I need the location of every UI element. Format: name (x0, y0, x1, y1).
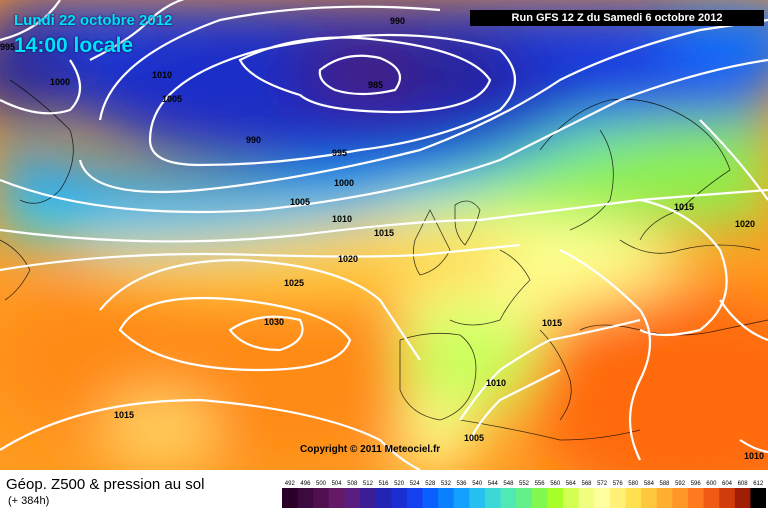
legend-swatch (422, 488, 439, 508)
legend-swatch (687, 488, 704, 508)
legend-swatch (406, 488, 423, 508)
legend-swatch (531, 488, 548, 508)
legend-swatch (297, 488, 314, 508)
legend-label: 512 (363, 481, 374, 487)
legend-swatch (438, 488, 455, 508)
copyright: Copyright © 2011 Meteociel.fr (300, 444, 441, 455)
legend-swatch (375, 488, 392, 508)
isobar-label: 1010 (486, 378, 506, 388)
color-scale-legend: 492 496 500 504 508 512 516 520 524 528 532 536 540 5… (282, 481, 766, 508)
legend-label: 504 (332, 481, 343, 487)
isobar-label: 1010 (152, 70, 172, 80)
isobar-label: 1015 (674, 202, 694, 212)
legend-label: 608 (738, 481, 749, 487)
legend-label: 528 (425, 481, 436, 487)
isobar-label: 1030 (264, 317, 284, 327)
legend-swatch (734, 488, 751, 508)
legend-swatch (360, 488, 377, 508)
legend-swatch (391, 488, 408, 508)
legend-swatch (453, 488, 470, 508)
legend-swatch (469, 488, 486, 508)
legend-swatch (282, 488, 299, 508)
legend-label: 612 (753, 481, 764, 487)
isobar-label: 995 (332, 148, 347, 158)
legend-swatch (672, 488, 689, 508)
legend-swatch (328, 488, 345, 508)
legend-label: 536 (456, 481, 467, 487)
legend-label: 568 (581, 481, 592, 487)
isobar-label: 1025 (284, 278, 304, 288)
legend-swatch (609, 488, 626, 508)
legend-swatch (703, 488, 720, 508)
isobar-label: 1010 (744, 451, 764, 461)
map-title: Géop. Z500 & pression au sol (6, 476, 205, 493)
legend-swatch (516, 488, 533, 508)
legend-swatch (313, 488, 330, 508)
legend-swatch (563, 488, 580, 508)
legend-label: 604 (722, 481, 733, 487)
legend-label: 524 (410, 481, 421, 487)
isobar-label: 1020 (338, 254, 358, 264)
legend-swatch (625, 488, 642, 508)
isobar-label: 985 (368, 80, 383, 90)
legend-label: 556 (535, 481, 546, 487)
isobar-label: 1015 (114, 410, 134, 420)
legend-swatch (594, 488, 611, 508)
legend-swatch (719, 488, 736, 508)
legend-label: 520 (394, 481, 405, 487)
isobar-label: 1000 (334, 178, 354, 188)
isobar-label: 990 (390, 16, 405, 26)
legend-label: 540 (472, 481, 483, 487)
legend-label: 580 (628, 481, 639, 487)
legend-label: 592 (675, 481, 686, 487)
legend-label: 596 (691, 481, 702, 487)
legend-label: 500 (316, 481, 327, 487)
legend-swatch (578, 488, 595, 508)
legend-label: 552 (519, 481, 530, 487)
isobar-label: 1000 (50, 77, 70, 87)
footer-bar: Géop. Z500 & pression au sol (+ 384h) 49… (0, 470, 768, 512)
legend-label: 516 (378, 481, 389, 487)
forecast-time: 14:00 locale (14, 34, 134, 57)
isobar-label: 1005 (464, 433, 484, 443)
legend-label: 532 (441, 481, 452, 487)
isobar-labels: 995 1000 1010 1005 990 985 990 995 1000 … (0, 16, 764, 461)
legend-label: 600 (706, 481, 717, 487)
forecast-date: Lundi 22 octobre 2012 (14, 12, 173, 29)
weather-map: 995 1000 1010 1005 990 985 990 995 1000 … (0, 0, 768, 470)
isobar-label: 1015 (374, 228, 394, 238)
legend-label: 496 (300, 481, 311, 487)
legend-swatch (344, 488, 361, 508)
legend-swatch (641, 488, 658, 508)
legend-label: 544 (488, 481, 499, 487)
legend-label: 548 (503, 481, 514, 487)
isobar-label: 1010 (332, 214, 352, 224)
forecast-range: (+ 384h) (8, 495, 50, 507)
isobar-label: 1020 (735, 219, 755, 229)
isobar-label: 995 (0, 42, 15, 52)
isobar-label: 1015 (542, 318, 562, 328)
legend-label: 564 (566, 481, 577, 487)
legend-label: 572 (597, 481, 608, 487)
legend-label: 560 (550, 481, 561, 487)
legend-label: 508 (347, 481, 358, 487)
legend-swatch (547, 488, 564, 508)
model-run-label: Run GFS 12 Z du Samedi 6 octobre 2012 (470, 10, 764, 26)
legend-label: 576 (613, 481, 624, 487)
legend-label: 584 (644, 481, 655, 487)
isobar-label: 1005 (162, 94, 182, 104)
isobar-label: 990 (246, 135, 261, 145)
isobar-label: 1005 (290, 197, 310, 207)
legend-swatch (656, 488, 673, 508)
legend-label: 588 (659, 481, 670, 487)
legend-swatch (750, 488, 766, 508)
legend-swatch (500, 488, 517, 508)
legend-label: 492 (285, 481, 296, 487)
legend-swatch (485, 488, 502, 508)
